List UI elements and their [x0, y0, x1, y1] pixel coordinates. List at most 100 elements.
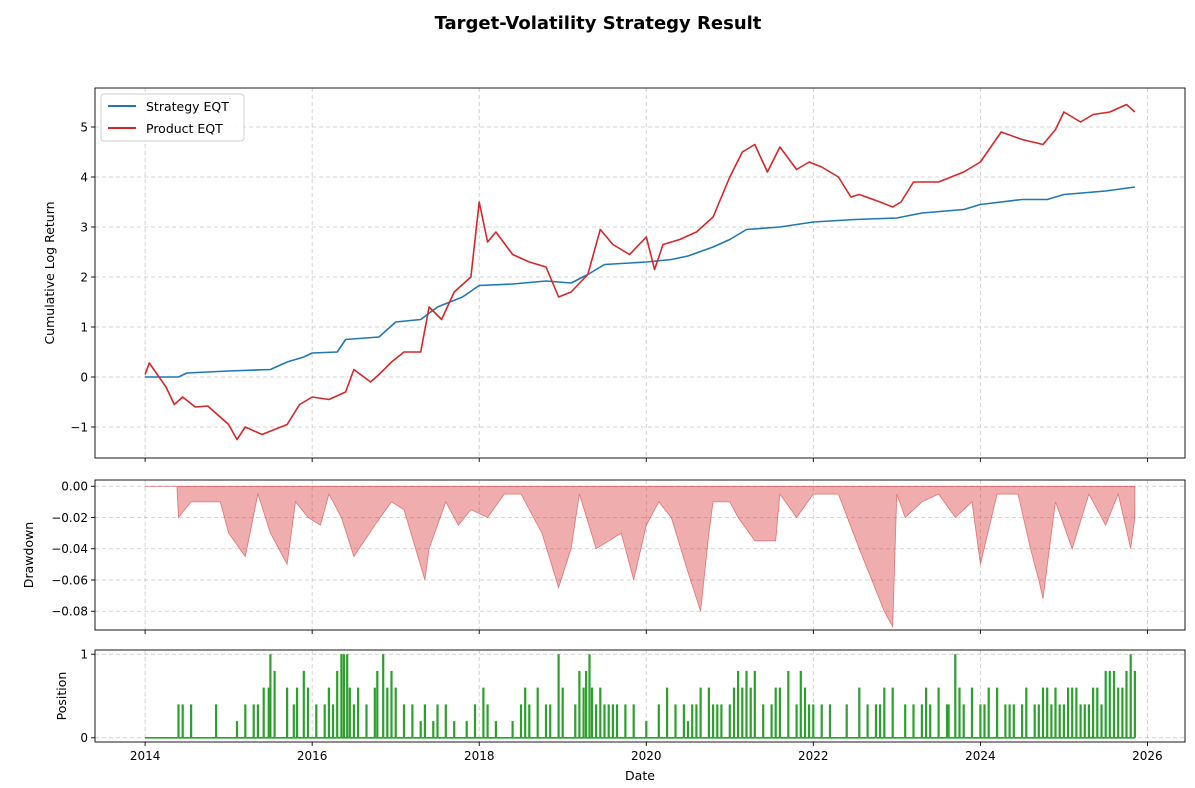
- position-panel: 0 1 2014 2016 2018 2020 2022 2024 2026 Position…: [54, 647, 1186, 783]
- position-spike: [574, 704, 577, 738]
- y-tick-label: 1: [80, 320, 88, 334]
- position-spike: [190, 704, 193, 738]
- position-spike: [306, 687, 310, 738]
- position-spike: [891, 687, 894, 738]
- figure-title: Target-Volatility Strategy Result: [435, 13, 762, 34]
- position-spike: [1025, 687, 1028, 738]
- position-spike: [611, 704, 614, 738]
- position-spike: [707, 687, 710, 738]
- equity-panel: −1 0 1 2 3 4 5 Cumulative Log Return Strategy …: [42, 87, 1186, 462]
- y-tick-label: 2: [80, 270, 88, 284]
- position-spike: [983, 704, 986, 738]
- position-spike: [883, 687, 886, 738]
- position-spike: [996, 687, 999, 738]
- position-spike: [954, 654, 957, 738]
- position-spike: [1050, 704, 1053, 738]
- position-spike: [682, 704, 685, 738]
- position-spike: [252, 704, 255, 738]
- position-spike: [340, 654, 343, 738]
- position-spike: [1112, 670, 1116, 738]
- position-spike: [436, 704, 439, 738]
- x-tick-label: 2026: [1132, 749, 1163, 763]
- position-spike: [582, 687, 585, 738]
- y-tick-label: 1: [80, 647, 88, 661]
- position-spike: [686, 721, 690, 738]
- position-spike: [486, 704, 489, 738]
- position-spike: [1071, 687, 1074, 738]
- position-spike: [269, 654, 272, 738]
- position-spike: [215, 704, 218, 738]
- position-spike: [808, 704, 811, 738]
- position-spike: [296, 687, 299, 738]
- position-spike: [273, 670, 276, 738]
- position-spike: [267, 687, 270, 738]
- position-spike: [745, 670, 748, 738]
- position-spike: [342, 654, 345, 738]
- equity-ylabel: Cumulative Log Return: [42, 201, 57, 344]
- position-spike: [419, 721, 422, 738]
- x-tick-label: 2020: [631, 749, 662, 763]
- x-axis-label: Date: [625, 768, 655, 783]
- position-spike: [444, 704, 447, 738]
- drawdown-ylabel: Drawdown: [21, 522, 36, 588]
- position-spike: [987, 687, 990, 738]
- position-spike: [1046, 687, 1049, 738]
- position-spike: [578, 670, 581, 738]
- position-spike: [1125, 670, 1128, 738]
- position-spike: [590, 687, 594, 738]
- position-spike: [1033, 704, 1036, 738]
- position-spike: [795, 704, 798, 738]
- position-spike: [336, 670, 339, 738]
- position-spike: [812, 704, 815, 738]
- position-spike: [302, 670, 305, 738]
- position-spike: [716, 704, 719, 738]
- position-spike: [920, 704, 923, 738]
- position-spike: [528, 704, 531, 738]
- position-spike: [937, 687, 940, 738]
- position-spike: [453, 721, 456, 738]
- position-spike: [720, 704, 723, 738]
- position-spike: [904, 704, 907, 738]
- position-spike: [912, 704, 915, 738]
- y-tick-label: 0: [80, 731, 88, 745]
- position-spike: [524, 687, 527, 738]
- position-spike: [411, 704, 414, 738]
- position-spike: [762, 704, 765, 738]
- position-spike: [799, 670, 802, 738]
- drawdown-axes-frame: [94, 479, 1186, 631]
- x-tick-label: 2024: [965, 749, 996, 763]
- position-spike: [699, 687, 702, 738]
- position-spike: [1087, 704, 1090, 738]
- position-spike: [432, 721, 435, 738]
- position-spike: [323, 704, 326, 738]
- position-spike: [732, 687, 736, 738]
- position-spike: [1037, 704, 1040, 738]
- position-spike: [929, 704, 932, 738]
- position-spike: [1062, 704, 1065, 738]
- position-spike: [557, 654, 560, 738]
- position-spike: [373, 687, 376, 738]
- y-tick-label: 0: [80, 370, 88, 384]
- position-spike: [473, 704, 477, 738]
- drawdown-area: [145, 485, 1136, 629]
- y-tick-label: −0.08: [51, 605, 88, 619]
- position-spike: [181, 704, 184, 738]
- position-spike: [585, 670, 588, 738]
- strategy-eqt-line: [145, 186, 1136, 378]
- position-spike: [674, 704, 677, 738]
- x-tick-label: 2018: [464, 749, 495, 763]
- position-spike: [348, 687, 351, 738]
- position-spike: [423, 704, 426, 738]
- position-spike: [292, 704, 295, 738]
- position-spike: [787, 670, 790, 738]
- position-spike: [737, 670, 740, 738]
- position-spike: [866, 704, 869, 738]
- position-spike: [1004, 704, 1007, 738]
- position-spike: [820, 704, 823, 738]
- position-spike: [770, 704, 773, 738]
- position-spike: [1121, 687, 1124, 738]
- position-spike: [741, 687, 744, 738]
- x-tick-label: 2014: [130, 749, 161, 763]
- legend: Strategy EQT Product EQT: [100, 93, 245, 142]
- y-tick-label: −0.06: [51, 573, 88, 587]
